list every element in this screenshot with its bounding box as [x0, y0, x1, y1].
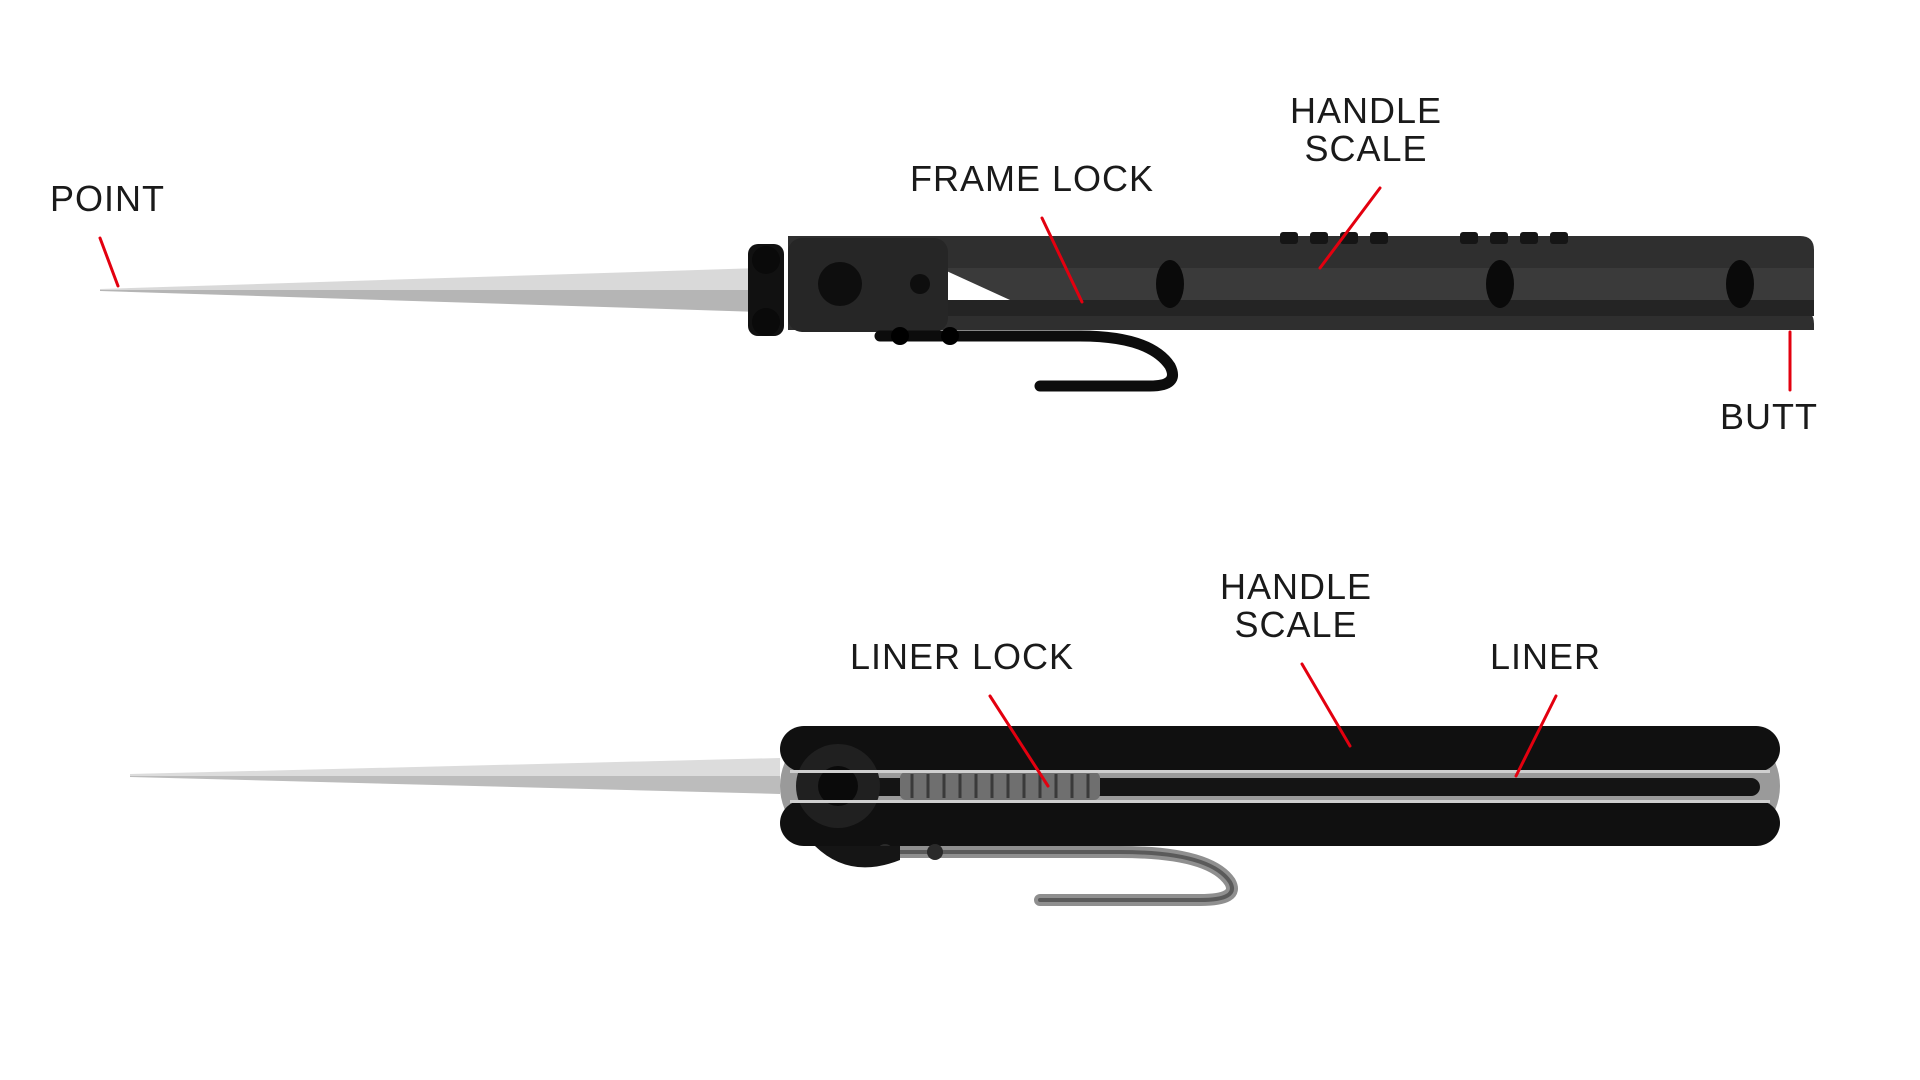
bottom-knife [130, 726, 1780, 900]
leader-point [100, 238, 118, 286]
leader-liner [1516, 696, 1556, 776]
leader-liner-lock [990, 696, 1048, 786]
leader-handle-scale-2 [1302, 664, 1350, 746]
label-butt: BUTT [1720, 398, 1818, 436]
label-handle-scale-1: HANDLE SCALE [1290, 92, 1442, 168]
label-frame-lock: FRAME LOCK [910, 160, 1154, 198]
top-knife [100, 232, 1814, 386]
label-point: POINT [50, 180, 165, 218]
label-liner: LINER [1490, 638, 1601, 676]
leader-frame-lock [1042, 218, 1082, 302]
label-liner-lock: LINER LOCK [850, 638, 1074, 676]
diagram-canvas: POINT FRAME LOCK HANDLE SCALE BUTT LINER LOC… [0, 0, 1920, 1080]
label-handle-scale-2: HANDLE SCALE [1220, 568, 1372, 644]
leader-handle-scale-1 [1320, 188, 1380, 268]
